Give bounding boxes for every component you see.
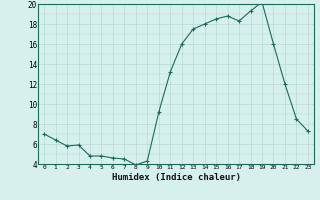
X-axis label: Humidex (Indice chaleur): Humidex (Indice chaleur) xyxy=(111,173,241,182)
